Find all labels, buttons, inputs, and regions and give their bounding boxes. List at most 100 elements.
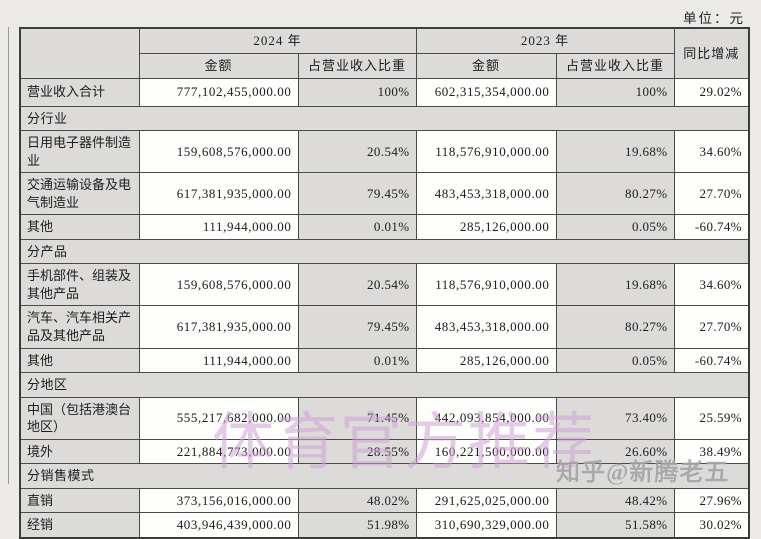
header-row-years: 2024 年 2023 年 同比增减 (19, 27, 750, 79)
revenue-breakdown-table: 2024 年 2023 年 同比增减 金额 占营业收入比重 金额 占营业收入比重… (19, 27, 751, 539)
pct-2024-cell: 71.45% (297, 396, 417, 440)
yoy-change-header: 同比增减 (673, 27, 750, 79)
yoy-change-cell: 34.60% (673, 263, 750, 307)
section-header-row: 分地区 (19, 372, 750, 398)
row-label: 手机部件、组装及其他产品 (19, 263, 140, 307)
section-header-row: 分产品 (19, 238, 750, 265)
amount-2023-header: 金额 (415, 52, 557, 79)
amount-2024-cell: 111,944,000.00 (138, 347, 299, 374)
section-header-row: 分行业 (19, 105, 750, 132)
row-label: 经销 (19, 512, 140, 539)
pct-2024-cell: 28.55% (297, 438, 417, 465)
yoy-change-cell: 27.70% (673, 172, 750, 216)
pct-2023-cell: 51.58% (555, 512, 675, 539)
row-label: 其他 (19, 214, 140, 240)
year-2024-header: 2024 年 (138, 27, 417, 54)
amount-2024-cell: 555,217,682,000.00 (138, 396, 299, 440)
amount-2023-cell: 483,453,318,000.00 (415, 172, 557, 216)
row-label: 中国（包括港澳台地区） (19, 396, 140, 440)
yoy-change-cell: 38.49% (673, 438, 750, 465)
table-row: 经销 403,946,439,000.00 51.98% 310,690,329,00… (19, 512, 750, 539)
amount-2024-cell: 373,156,016,000.00 (138, 487, 299, 514)
pct-2024-cell: 0.01% (297, 214, 417, 240)
pct-2024-cell: 51.98% (297, 512, 417, 539)
row-label: 日用电子器件制造业 (19, 130, 140, 174)
section-label: 分销售模式 (19, 463, 750, 489)
amount-2023-cell: 483,453,318,000.00 (415, 305, 557, 349)
yoy-change-cell: 25.59% (673, 396, 750, 440)
section-label: 分行业 (19, 105, 750, 132)
yoy-change-cell: -60.74% (673, 347, 750, 374)
table-row: 交通运输设备及电气制造业 617,381,935,000.00 79.45% 483,… (19, 172, 750, 216)
pct-2024-cell: 20.54% (297, 263, 417, 307)
yoy-change-cell: 29.02% (673, 77, 750, 107)
yoy-change-cell: 27.70% (673, 305, 750, 349)
table-row: 其他 111,944,000.00 0.01% 285,126,000.00 0.05%… (19, 214, 750, 240)
row-label: 直销 (19, 487, 140, 514)
amount-2023-cell: 310,690,329,000.00 (415, 512, 557, 539)
pct-2024-cell: 100% (297, 77, 417, 107)
amount-2023-cell: 285,126,000.00 (415, 347, 557, 374)
amount-2024-header: 金额 (138, 52, 299, 79)
table-row: 汽车、汽车相关产品及其他产品 617,381,935,000.00 79.45% 48… (19, 305, 750, 349)
pct-2024-cell: 48.02% (297, 487, 417, 514)
pct-2024-cell: 79.45% (297, 172, 417, 216)
table-row: 其他 111,944,000.00 0.01% 285,126,000.00 0.05%… (19, 347, 750, 374)
pct-2023-cell: 26.60% (555, 438, 675, 465)
amount-2024-cell: 159,608,576,000.00 (138, 263, 299, 307)
amount-2024-cell: 111,944,000.00 (138, 214, 299, 240)
pct-2024-cell: 20.54% (297, 130, 417, 174)
amount-2023-cell: 442,093,854,000.00 (415, 396, 557, 440)
amount-2023-cell: 118,576,910,000.00 (415, 130, 557, 174)
pct-2023-cell: 19.68% (555, 130, 675, 174)
financial-report-page: 单位：元 2024 年 2023 年 同比增减 金额 占营业收入比重 金额 占营… (8, 11, 751, 539)
table-body: 营业收入合计 777,102,455,000.00 100% 602,315,354,… (19, 77, 750, 539)
pct-2023-cell: 0.05% (555, 347, 675, 374)
yoy-change-cell: -60.74% (673, 214, 750, 240)
year-2023-header: 2023 年 (415, 27, 675, 54)
row-label: 交通运输设备及电气制造业 (19, 172, 140, 216)
section-label: 分产品 (19, 238, 750, 265)
amount-2023-cell: 602,315,354,000.00 (415, 77, 557, 107)
table-row: 中国（包括港澳台地区） 555,217,682,000.00 71.45% 442,0… (19, 396, 750, 440)
pct-2023-cell: 73.40% (555, 396, 675, 440)
pct-2023-header: 占营业收入比重 (555, 52, 675, 79)
row-label: 营业收入合计 (19, 77, 140, 107)
pct-2023-cell: 0.05% (555, 214, 675, 240)
yoy-change-cell: 34.60% (673, 130, 750, 174)
amount-2024-cell: 617,381,935,000.00 (138, 172, 299, 216)
amount-2023-cell: 291,625,025,000.00 (415, 487, 557, 514)
amount-2023-cell: 285,126,000.00 (415, 214, 557, 240)
pct-2024-cell: 79.45% (297, 305, 417, 349)
table-row: 日用电子器件制造业 159,608,576,000.00 20.54% 118,576… (19, 130, 750, 174)
amount-2023-cell: 118,576,910,000.00 (415, 263, 557, 307)
pct-2023-cell: 48.42% (555, 487, 675, 514)
amount-2024-cell: 777,102,455,000.00 (138, 77, 299, 107)
left-table-edge-line (8, 27, 9, 484)
yoy-change-cell: 30.02% (673, 512, 750, 539)
row-label: 汽车、汽车相关产品及其他产品 (19, 305, 140, 349)
section-label: 分地区 (19, 372, 750, 398)
row-label: 其他 (19, 347, 140, 374)
amount-2024-cell: 617,381,935,000.00 (138, 305, 299, 349)
pct-2024-header: 占营业收入比重 (297, 52, 417, 79)
amount-2024-cell: 403,946,439,000.00 (138, 512, 299, 539)
section-header-row: 分销售模式 (19, 463, 750, 489)
unit-label: 单位：元 (683, 11, 745, 26)
amount-2023-cell: 160,221,500,000.00 (415, 438, 557, 465)
pct-2023-cell: 80.27% (555, 305, 675, 349)
table-row: 境外 221,884,773,000.00 28.55% 160,221,500,00… (19, 438, 750, 465)
yoy-change-cell: 27.96% (673, 487, 750, 514)
amount-2024-cell: 159,608,576,000.00 (138, 130, 299, 174)
corner-empty-cell (19, 27, 140, 79)
table-row: 直销 373,156,016,000.00 48.02% 291,625,025,00… (19, 487, 750, 514)
header-row-metrics: 金额 占营业收入比重 金额 占营业收入比重 (20, 52, 749, 79)
pct-2023-cell: 19.68% (555, 263, 675, 307)
amount-2024-cell: 221,884,773,000.00 (138, 438, 299, 465)
pct-2024-cell: 0.01% (297, 347, 417, 374)
table-row: 营业收入合计 777,102,455,000.00 100% 602,315,354,… (19, 77, 750, 107)
pct-2023-cell: 100% (555, 77, 675, 107)
row-label: 境外 (19, 438, 140, 465)
table-row: 手机部件、组装及其他产品 159,608,576,000.00 20.54% 118,… (19, 263, 750, 307)
pct-2023-cell: 80.27% (555, 172, 675, 216)
